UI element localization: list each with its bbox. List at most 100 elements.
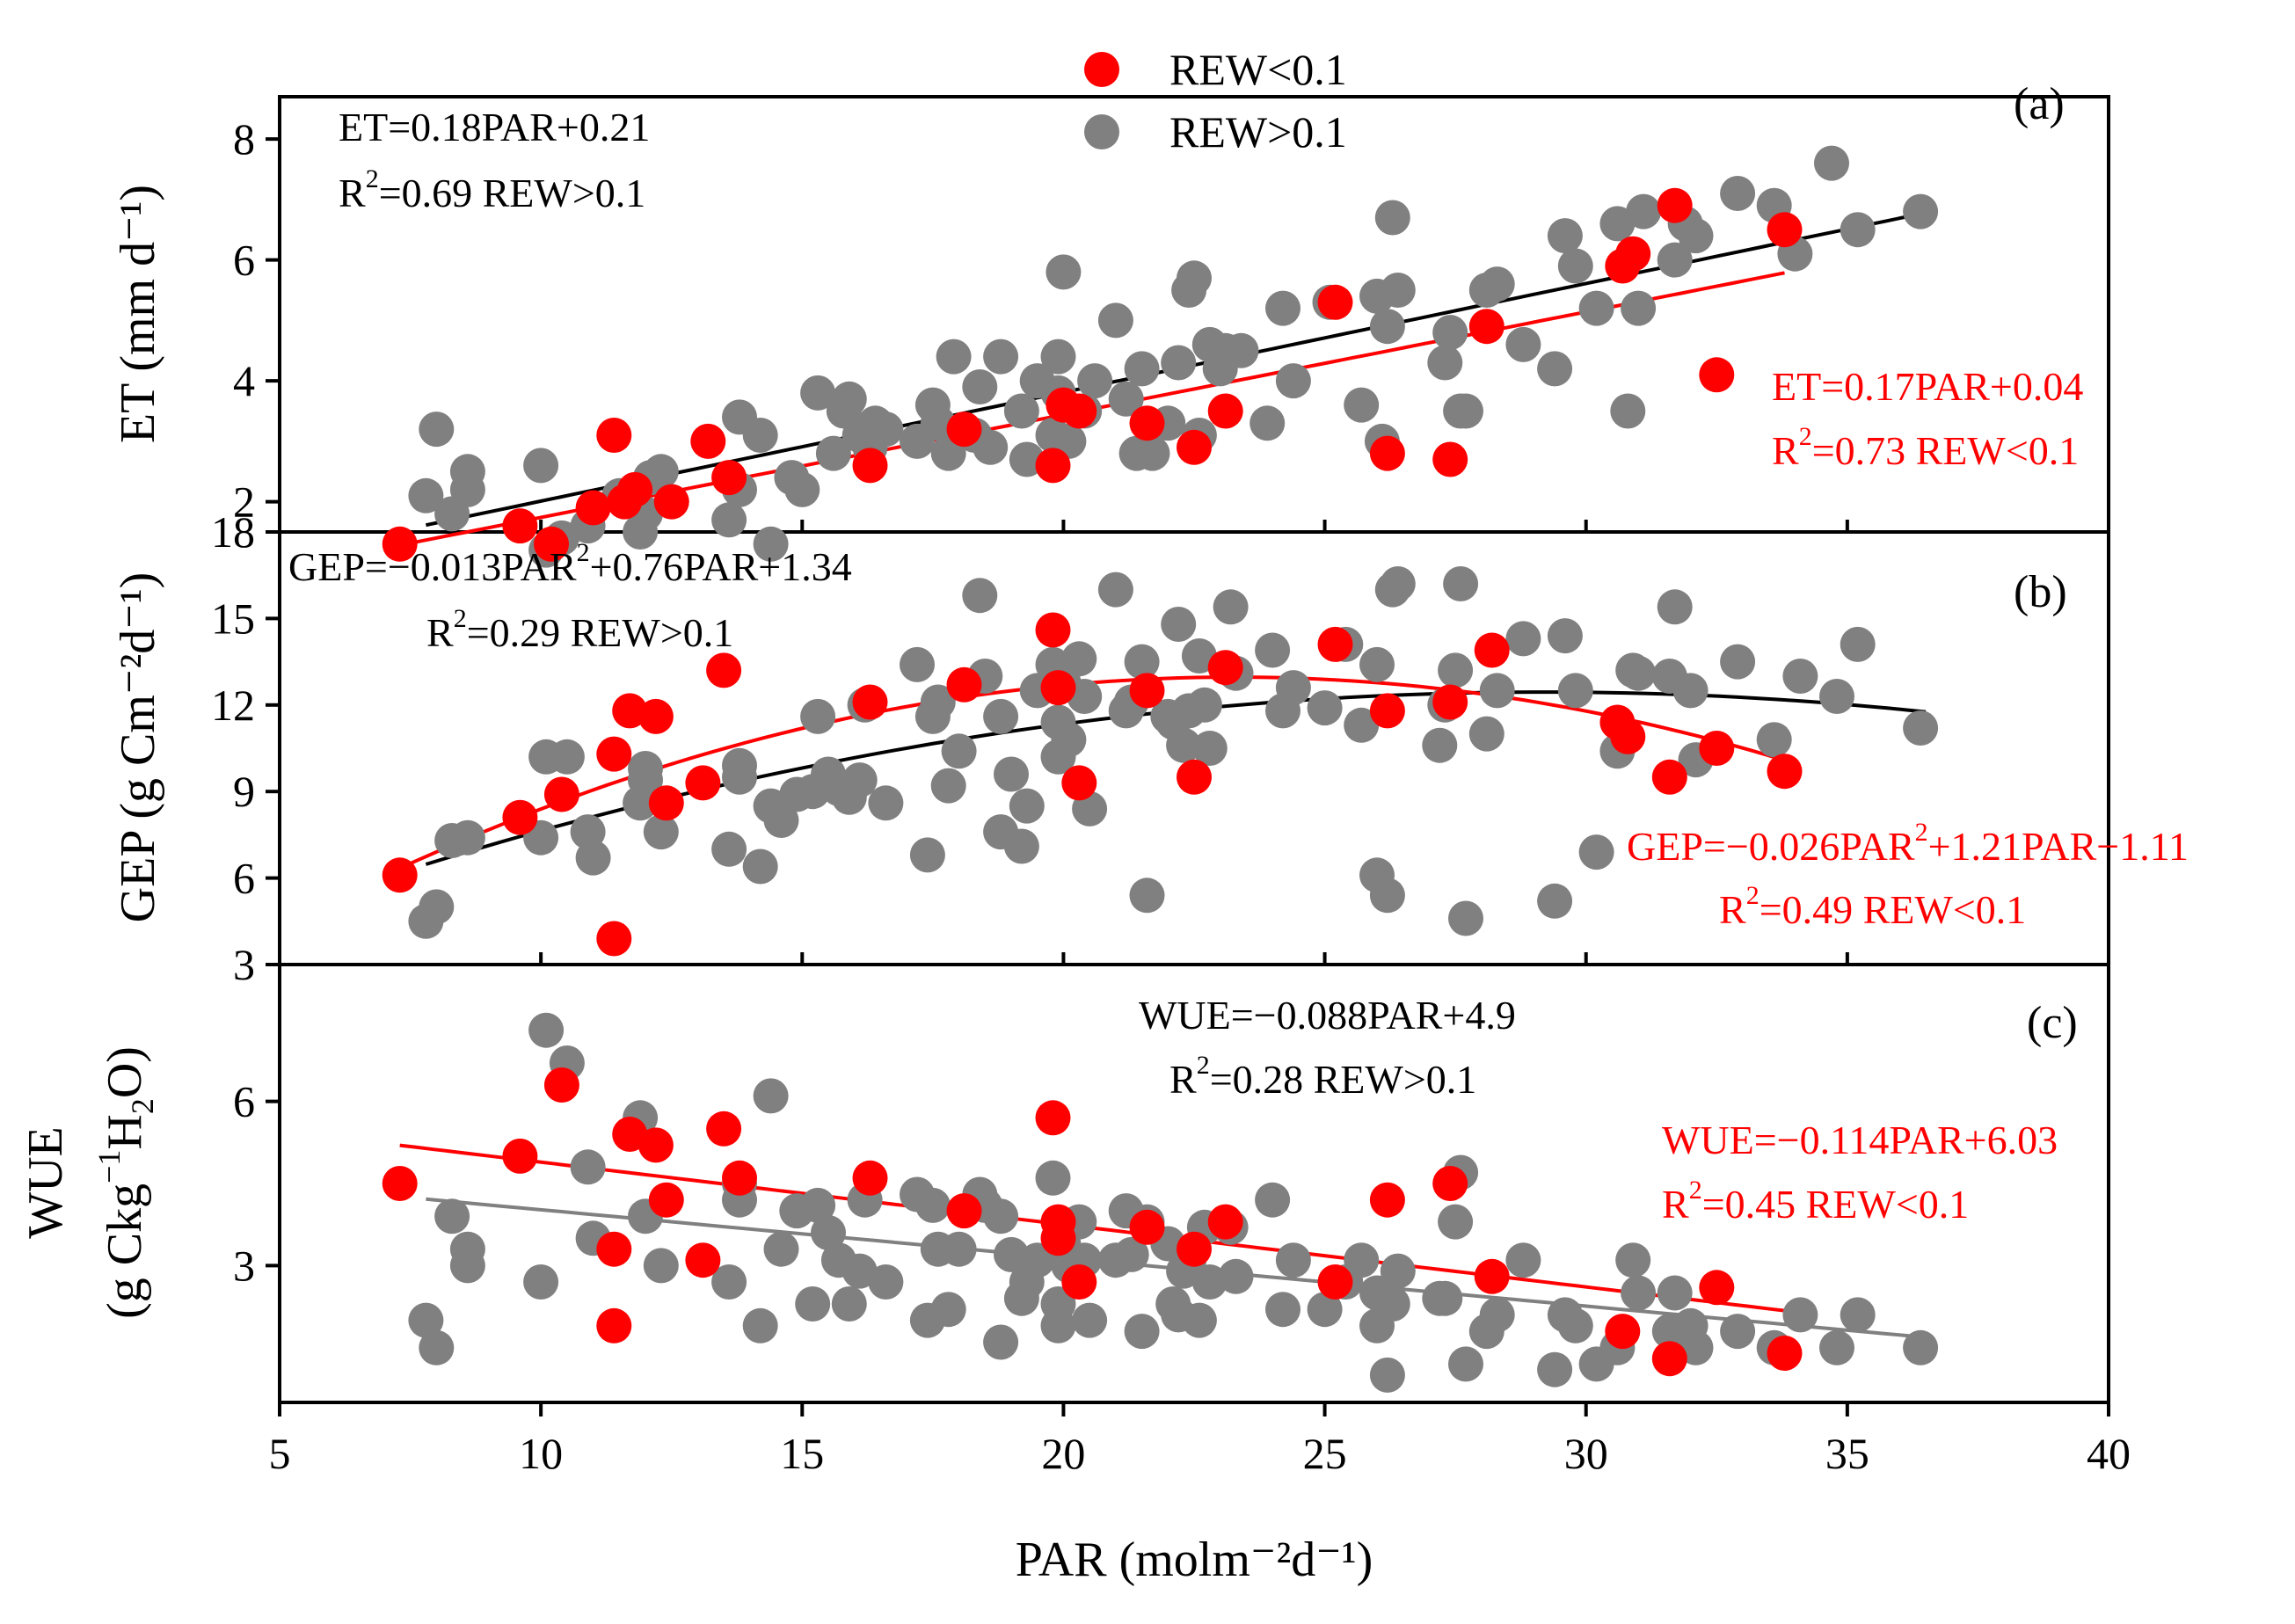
legend: REW<0.1 REW>0.1: [1084, 45, 1347, 157]
panel-a-point-rew-high: [1557, 248, 1593, 284]
panel-a-point-rew-low: [1317, 284, 1353, 320]
panel-b-point-rew-high: [1275, 670, 1311, 706]
panel-a-point-rew-low: [1699, 357, 1735, 393]
panel-a-point-rew-low: [1468, 309, 1504, 345]
panel-a-point-rew-low: [653, 484, 689, 520]
panel-a-point-rew-high: [1578, 290, 1614, 326]
panel-c-point-rew-high: [1369, 1357, 1405, 1393]
panel-c-point-rew-low: [1767, 1336, 1803, 1371]
panel-b-point-rew-low: [648, 785, 684, 821]
panel-a-point-rew-high: [643, 454, 679, 490]
panel-b-point-rew-low: [1369, 693, 1405, 729]
y-tick-label: 12: [211, 681, 255, 730]
panel-a-point-rew-high: [1720, 176, 1756, 211]
y-tick-label: 8: [233, 114, 255, 164]
panel-c-point-rew-high: [528, 1012, 565, 1048]
r2-superscript: 2: [1799, 422, 1812, 451]
panel-b-point-rew-high: [1097, 572, 1133, 608]
panel-a-point-rew-high: [1678, 218, 1714, 254]
panel-a-point-rew-high: [1134, 435, 1170, 471]
panel-a-point-rew-low: [1767, 212, 1803, 248]
panel-b-point-rew-high: [1186, 687, 1222, 723]
panel-c-point-rew-high: [1537, 1351, 1573, 1387]
panel-c-point-rew-high: [1040, 1307, 1076, 1344]
panel-a-point-rew-high: [742, 418, 778, 453]
panel-b-point-rew-high: [1505, 621, 1541, 657]
panel-b-r2-low: R2=0.49 REW<0.1: [1719, 881, 2026, 932]
panel-c-point-rew-high: [1505, 1242, 1541, 1278]
panel-a-point-rew-high: [800, 375, 836, 411]
panel-c-point-rew-high: [1113, 1236, 1149, 1272]
panel-b-point-rew-high: [1161, 607, 1197, 642]
panel-a-point-rew-low: [1129, 405, 1165, 441]
panel-b-point-rew-low: [685, 765, 721, 801]
panel-c-point-rew-high: [1438, 1204, 1474, 1240]
r2-letter: R: [339, 171, 366, 215]
x-tick-label: 5: [269, 1429, 291, 1478]
panel-b-point-rew-high: [1720, 644, 1756, 680]
panel-a-point-rew-high: [1610, 393, 1646, 429]
panel-c-point-rew-high: [1307, 1292, 1343, 1328]
panel-b-point-rew-high: [1903, 710, 1939, 746]
panel-b-point-rew-high: [1166, 727, 1202, 763]
panel-c-point-rew-high: [1072, 1302, 1108, 1338]
panel-c-point-rew-high: [831, 1286, 867, 1322]
panel-b-point-rew-high: [1344, 707, 1380, 743]
panel-c-point-rew-low: [706, 1111, 742, 1147]
panel-b-point-rew-high: [575, 840, 611, 876]
axis-ticks: 5 10 15 20 25 30 35 40 2 4 6 8 3 6 9 12 15 18 3 6: [211, 114, 2131, 1478]
panel-a-point-rew-high: [1427, 345, 1463, 381]
panel-a-point-rew-high: [1840, 212, 1876, 248]
panel-a-point-rew-high: [1374, 200, 1410, 236]
panel-b-point-rew-low: [1035, 612, 1071, 648]
panel-c-point-rew-high: [1782, 1297, 1818, 1333]
panel-c-point-rew-low: [543, 1067, 579, 1103]
panel-c-point-rew-high: [408, 1302, 444, 1338]
legend-marker-high: [1084, 114, 1119, 149]
panel-a-point-rew-high: [1124, 351, 1160, 387]
panel-c-point-rew-low: [1061, 1264, 1097, 1300]
panel-b-point-rew-high: [1307, 690, 1343, 726]
y-tick-label: 2: [233, 477, 255, 527]
panel-c-r2-low: R2=0.45 REW<0.1: [1662, 1176, 1969, 1227]
panel-a-point-rew-high: [1077, 363, 1113, 399]
r2-value: =0.45 REW<0.1: [1702, 1182, 1970, 1227]
panel-a-point-rew-high: [419, 411, 455, 448]
wue-unit-superscript: −1: [91, 1150, 127, 1183]
panel-c-point-rew-low: [1605, 1314, 1641, 1350]
panel-a-point-rew-high: [1380, 273, 1416, 308]
panel-a-point-rew-high: [1369, 309, 1405, 345]
panel-c-point-rew-low: [382, 1166, 418, 1201]
panel-a-point-rew-low: [1432, 441, 1468, 477]
panel-c-point-rew-high: [1448, 1346, 1483, 1382]
panel-a-point-rew-high: [1903, 193, 1939, 229]
panel-c-point-rew-low: [946, 1193, 982, 1229]
x-tick-label: 25: [1303, 1429, 1347, 1478]
panel-c-point-rew-high: [994, 1236, 1029, 1272]
panel-c-point-rew-high: [449, 1248, 485, 1284]
panel-b-point-rew-high: [994, 756, 1029, 792]
panel-b-point-rew-low: [1432, 684, 1468, 720]
panel-c-point-rew-high: [643, 1248, 679, 1284]
panel-c-point-rew-low: [1177, 1231, 1212, 1267]
panel-c-point-rew-high: [1903, 1329, 1939, 1365]
panel-c-point-rew-high: [914, 1187, 951, 1223]
x-axis-title: PAR (molm⁻²d⁻¹): [1016, 1533, 1373, 1587]
panel-c-point-rew-high: [1615, 1242, 1651, 1278]
r2-letter: R: [1719, 887, 1746, 932]
panel-a-point-rew-high: [523, 448, 559, 484]
panel-c-point-rew-high: [742, 1307, 778, 1344]
panel-a-point-rew-high: [1097, 302, 1133, 339]
panel-b-point-rew-high: [1819, 679, 1854, 714]
panel-b-point-rew-high: [1621, 655, 1657, 691]
panel-b-point-rew-high: [1657, 589, 1693, 625]
panel-a-point-rew-high: [711, 502, 747, 538]
panel-a-point-rew-high: [1223, 332, 1259, 368]
panel-c-point-rew-high: [1181, 1302, 1217, 1338]
panel-c-point-rew-high: [1657, 1275, 1693, 1311]
panel-b-point-rew-high: [1756, 722, 1792, 758]
panel-a-point-rew-high: [408, 477, 444, 513]
r2-value: =0.49 REW<0.1: [1760, 887, 2027, 932]
panel-c-point-rew-low: [596, 1231, 632, 1267]
